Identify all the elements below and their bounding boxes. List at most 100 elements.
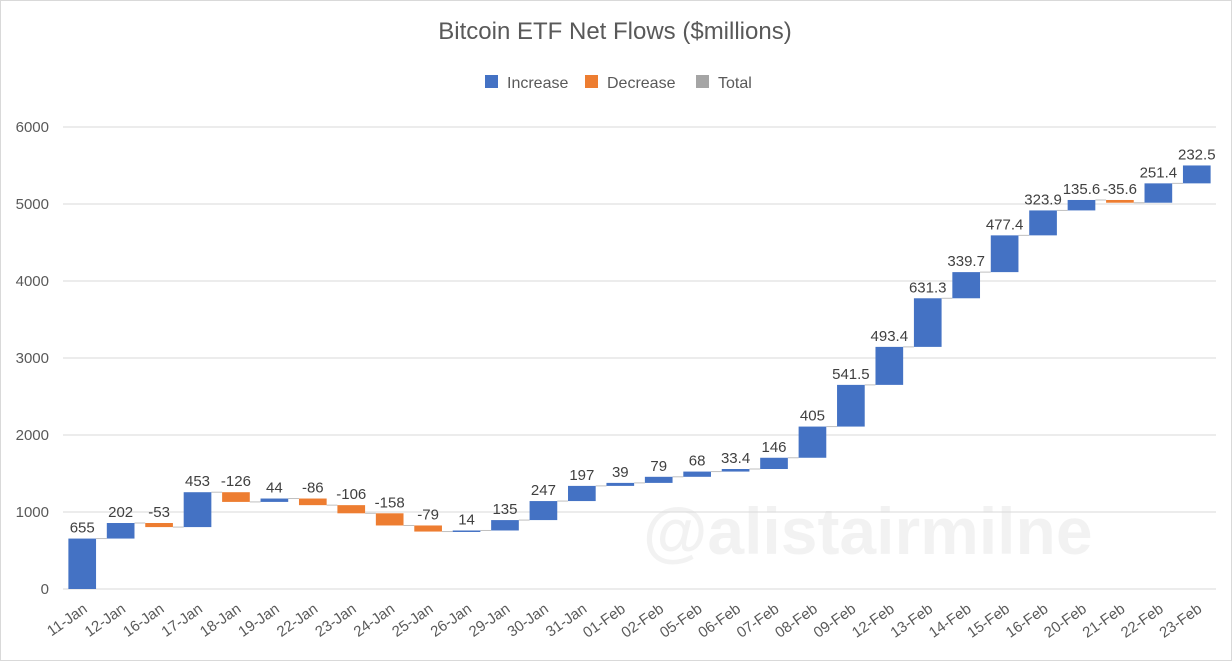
bars: [68, 165, 1211, 589]
x-tick-label: 30-Jan: [504, 600, 551, 640]
data-label: 202: [108, 504, 133, 521]
bar-01-Feb: [606, 482, 635, 486]
bar-23-Feb: [1182, 165, 1211, 184]
bar-21-Feb: [1106, 199, 1134, 203]
bar-08-Feb: [798, 426, 827, 458]
bar-12-Feb: [875, 346, 904, 385]
data-label: 44: [266, 480, 283, 497]
y-tick-label: 1000: [16, 504, 49, 521]
data-label: 247: [531, 482, 556, 499]
data-label: -126: [221, 473, 251, 490]
data-label: 453: [185, 473, 210, 490]
bar-30-Jan: [529, 501, 558, 521]
x-tick-label: 29-Jan: [466, 600, 513, 640]
data-label: 323.9: [1024, 191, 1062, 208]
x-tick-label: 16-Feb: [1003, 600, 1052, 641]
bar-05-Feb: [683, 471, 711, 477]
x-tick-label: 09-Feb: [810, 600, 859, 641]
data-label: 339.7: [947, 253, 985, 270]
data-label: -86: [302, 480, 324, 497]
data-label: 197: [569, 467, 594, 484]
x-tick-label: 21-Feb: [1080, 600, 1129, 641]
watermark-text: @alistairmilne: [643, 494, 1093, 568]
bar-16-Feb: [1029, 210, 1057, 236]
bar-20-Feb: [1067, 199, 1096, 211]
x-tick-label: 24-Jan: [351, 600, 398, 640]
x-tick-label: 17-Jan: [158, 600, 205, 640]
data-label: 631.3: [909, 279, 947, 296]
x-axis: 11-Jan12-Jan16-Jan17-Jan18-Jan19-Jan22-J…: [44, 600, 1205, 641]
x-tick-label: 23-Feb: [1156, 600, 1205, 641]
bar-16-Jan: [145, 523, 173, 528]
legend-swatch-total: [696, 75, 709, 88]
bar-17-Jan: [183, 492, 212, 528]
data-label: 33.4: [721, 450, 750, 467]
data-label: 39: [612, 464, 629, 481]
x-tick-label: 20-Feb: [1041, 600, 1090, 641]
x-tick-label: 08-Feb: [772, 600, 821, 641]
y-axis: 0 1000 2000 3000 4000 5000 6000: [16, 119, 49, 598]
y-tick-label: 3000: [16, 350, 49, 367]
data-label: 493.4: [871, 328, 909, 345]
x-tick-label: 31-Jan: [543, 600, 590, 640]
legend-swatch-increase: [485, 75, 498, 88]
y-tick-label: 4000: [16, 273, 49, 290]
y-tick-label: 0: [41, 581, 49, 598]
x-tick-label: 01-Feb: [580, 600, 629, 641]
data-label: 135.6: [1063, 181, 1101, 198]
x-tick-label: 23-Jan: [312, 600, 359, 640]
x-tick-label: 26-Jan: [428, 600, 475, 640]
x-tick-label: 14-Feb: [926, 600, 975, 641]
data-label: 232.5: [1178, 146, 1216, 163]
y-tick-label: 6000: [16, 119, 49, 136]
x-tick-label: 16-Jan: [120, 600, 167, 640]
x-tick-label: 05-Feb: [657, 600, 706, 641]
bar-31-Jan: [568, 485, 596, 502]
bar-22-Feb: [1144, 183, 1173, 203]
bar-09-Feb: [837, 384, 865, 427]
data-label: 541.5: [832, 366, 870, 383]
x-tick-label: 12-Jan: [82, 600, 129, 640]
data-label: -53: [148, 504, 170, 521]
gridlines: [63, 126, 1216, 590]
connector-lines: [96, 182, 1183, 540]
x-tick-label: 15-Feb: [964, 600, 1013, 641]
bar-23-Jan: [337, 505, 366, 514]
x-tick-label: 12-Feb: [849, 600, 898, 641]
bar-07-Feb: [760, 457, 788, 470]
x-tick-label: 19-Jan: [235, 600, 282, 640]
legend-label-total: Total: [718, 75, 752, 92]
data-label: 79: [650, 458, 667, 475]
x-tick-label: 22-Feb: [1118, 600, 1167, 641]
x-tick-label: 02-Feb: [618, 600, 667, 641]
data-label: 477.4: [986, 216, 1024, 233]
bar-26-Jan: [452, 530, 481, 532]
data-label: 251.4: [1140, 164, 1178, 181]
y-tick-label: 5000: [16, 196, 49, 213]
bar-12-Jan: [106, 523, 135, 539]
bar-19-Jan: [260, 498, 289, 502]
bar-22-Jan: [298, 498, 327, 506]
x-tick-label: 07-Feb: [734, 600, 783, 641]
bar-11-Jan: [68, 538, 97, 589]
data-label: 405: [800, 408, 825, 425]
data-label: -35.6: [1103, 181, 1137, 198]
bar-06-Feb: [721, 469, 750, 472]
legend: Increase Decrease Total: [485, 75, 752, 92]
data-label: -158: [375, 494, 405, 511]
data-label: -106: [336, 486, 366, 503]
bar-24-Jan: [375, 513, 404, 526]
bar-15-Feb: [990, 235, 1019, 273]
data-labels: 655 202 -53 453 -126 44 -86 -106 -158 -79 14 135 247…: [70, 146, 1216, 536]
x-tick-label: 06-Feb: [695, 600, 744, 641]
data-label: 135: [492, 501, 517, 518]
bar-13-Feb: [913, 298, 942, 347]
data-label: 655: [70, 520, 95, 537]
bar-25-Jan: [414, 525, 442, 532]
y-tick-label: 2000: [16, 427, 49, 444]
bar-14-Feb: [952, 272, 981, 299]
data-label: 14: [458, 511, 475, 528]
bar-02-Feb: [644, 476, 673, 483]
